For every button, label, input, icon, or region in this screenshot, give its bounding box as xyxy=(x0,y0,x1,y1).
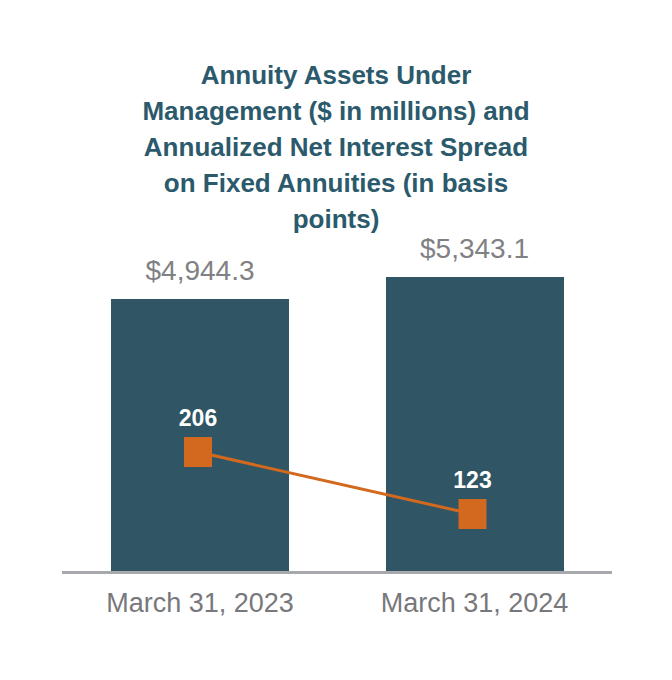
bar xyxy=(111,299,289,571)
chart-title-line: Annualized Net Interest Spread xyxy=(0,129,672,165)
chart-title: Annuity Assets Under Management ($ in mi… xyxy=(0,57,672,237)
chart-container: Annuity Assets Under Management ($ in mi… xyxy=(0,0,672,680)
x-axis-label: March 31, 2024 xyxy=(325,588,625,619)
chart-title-line: on Fixed Annuities (in basis xyxy=(0,165,672,201)
bar-value-label: $4,944.3 xyxy=(50,255,350,287)
chart-title-line: Management ($ in millions) and xyxy=(0,93,672,129)
chart-title-line: points) xyxy=(0,201,672,237)
bar xyxy=(386,277,564,571)
bar-value-label: $5,343.1 xyxy=(325,233,625,265)
x-axis-baseline xyxy=(62,571,612,574)
chart-title-line: Annuity Assets Under xyxy=(0,57,672,93)
x-axis-label: March 31, 2023 xyxy=(50,588,350,619)
